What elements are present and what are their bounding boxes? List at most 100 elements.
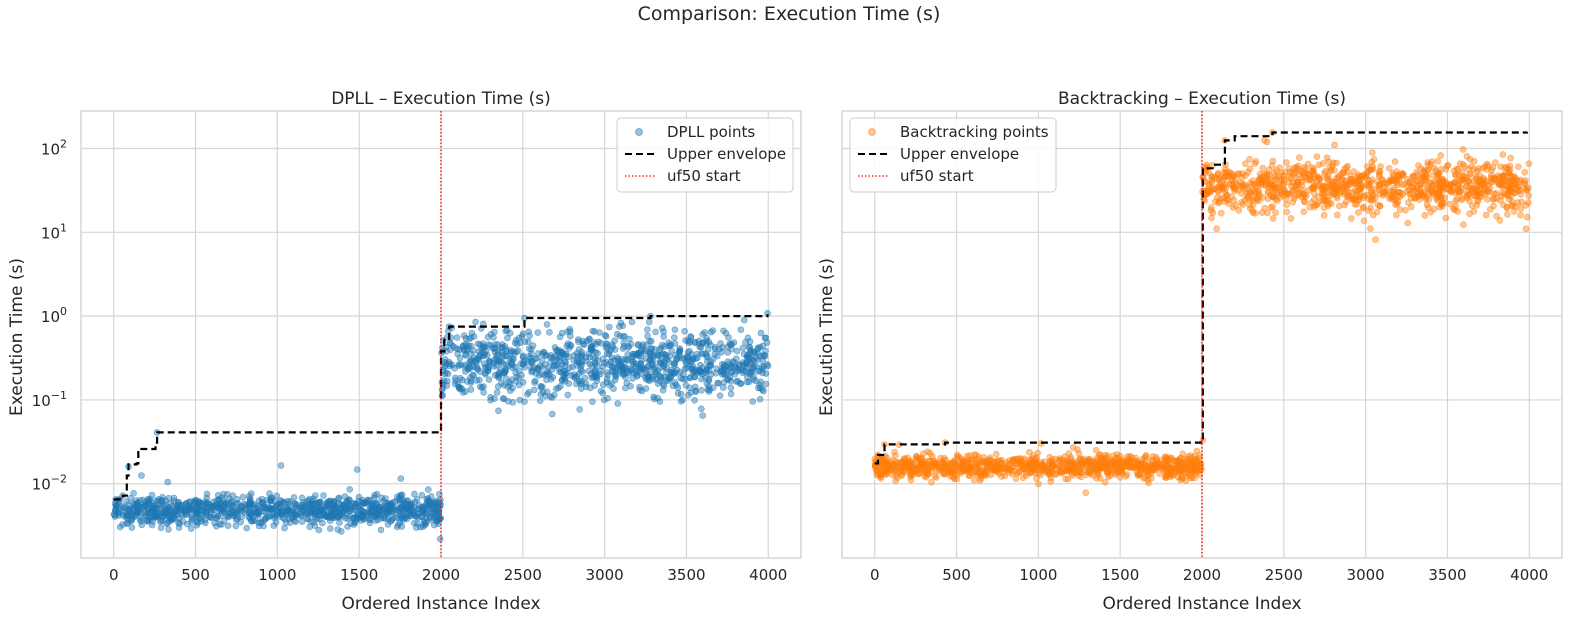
scatter-point [368,502,376,510]
scatter-point [1274,185,1281,192]
scatter-point [224,522,232,530]
scatter-point [1252,210,1259,217]
dpll-legend: DPLL points Upper envelope uf50 start [616,117,794,193]
scatter-point [1116,460,1123,468]
scatter-point [1436,188,1443,195]
scatter-point [1464,177,1471,184]
scatter-point [998,473,1005,480]
scatter-point [473,377,481,384]
scatter-point [1047,478,1055,485]
scatter-point [1234,170,1242,177]
scatter-point [1084,469,1091,476]
scatter-point [1026,448,1033,456]
scatter-point [281,515,289,523]
scatter-point [1302,165,1309,173]
scatter-point [397,492,405,500]
scatter-point [564,391,572,399]
scatter-point [1503,204,1511,212]
scatter-point [597,387,605,395]
scatter-point [525,389,533,396]
scatter-point [1328,200,1335,207]
scatter-point [1026,461,1034,468]
scatter-point [874,471,882,479]
scatter-point [629,350,636,358]
scatter-point [728,345,736,353]
scatter-point [119,504,127,512]
scatter-point [695,337,703,345]
scatter-point [311,522,319,529]
scatter-point [502,375,510,383]
scatter-point [638,387,646,395]
backtracking-panel: Backtracking – Execution Time (s) Ordere… [817,89,1563,614]
scatter-point [1414,185,1421,193]
scatter-point [357,516,365,524]
scatter-point [421,518,428,525]
scatter-point [491,345,499,353]
scatter-point [1437,152,1445,159]
legend-marker [868,128,876,136]
scatter-point [462,361,470,369]
scatter-point [1187,474,1194,482]
scatter-point [456,354,464,362]
scatter-point [512,336,520,344]
scatter-point [749,356,757,364]
scatter-point [727,390,735,398]
scatter-point [1091,466,1098,474]
scatter-point [307,502,315,509]
scatter-point [128,524,136,531]
scatter-point [394,521,402,529]
scatter-point [184,520,191,528]
scatter-point [1480,181,1487,189]
scatter-point [1118,467,1126,475]
scatter-point [1276,194,1283,201]
scatter-point [666,352,674,360]
scatter-point [1372,236,1379,243]
scatter-point [130,489,137,497]
scatter-point [573,357,581,365]
scatter-point [645,318,653,326]
scatter-point [652,328,659,336]
scatter-point [744,334,752,342]
scatter-point [1381,190,1388,197]
scatter-point [246,509,254,517]
scatter-point [306,523,314,531]
scatter-point [485,376,493,383]
scatter-point [199,513,207,520]
scatter-point [1497,179,1505,186]
scatter-point [703,353,711,361]
scatter-point [736,380,744,387]
scatter-point [1525,160,1533,167]
scatter-point [343,498,350,506]
scatter-point [744,353,751,361]
scatter-point [494,383,502,390]
scatter-point [1223,192,1230,199]
scatter-point [1078,473,1085,481]
scatter-point [699,412,707,419]
scatter-point [116,523,124,531]
scatter-point [706,362,713,369]
scatter-point [1373,208,1381,216]
scatter-point [1434,157,1442,165]
scatter-point [1509,202,1516,210]
scatter-point [537,384,545,391]
scatter-point [298,518,306,525]
scatter-point [588,362,596,369]
scatter-point [346,502,354,510]
scatter-point [128,517,135,525]
scatter-point [328,503,335,511]
scatter-point [1244,169,1252,176]
scatter-point [1211,185,1219,192]
scatter-point [531,377,539,385]
scatter-point [552,385,560,393]
scatter-point [1393,168,1400,175]
scatter-point [1269,215,1277,222]
scatter-point [1370,156,1378,163]
scatter-point [447,346,454,354]
scatter-point [1331,141,1338,149]
scatter-point [398,523,406,530]
scatter-point [334,526,342,533]
scatter-point [578,380,585,387]
scatter-point [570,352,578,359]
scatter-point [353,466,361,473]
scatter-point [1397,193,1404,200]
